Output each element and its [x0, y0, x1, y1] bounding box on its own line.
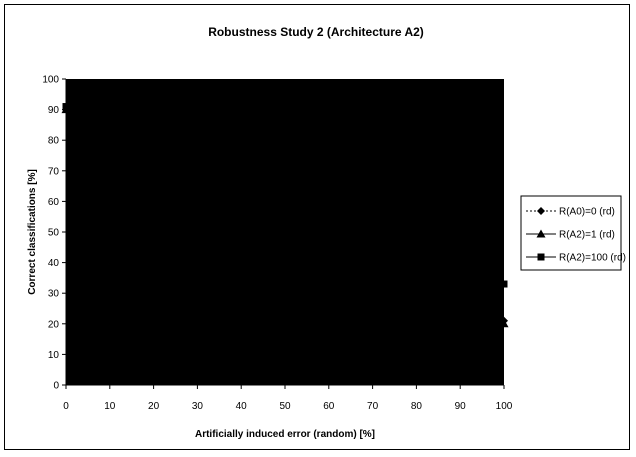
x-tick-label: 30: [192, 401, 204, 412]
legend-entry: R(A2)=100 (rd): [526, 253, 626, 264]
y-axis-title: Correct classifications [%]: [27, 169, 38, 295]
y-tick-label: 80: [48, 136, 60, 147]
x-tick-label: 10: [104, 401, 116, 412]
x-tick-label: 40: [236, 401, 248, 412]
legend-entry: R(A0)=0 (rd): [526, 207, 615, 218]
x-tick-label: 0: [63, 401, 69, 412]
legend-label: R(A0)=0 (rd): [559, 207, 615, 218]
data-point-square: [500, 280, 508, 288]
y-tick-label: 10: [48, 350, 60, 361]
y-tick-label: 40: [48, 258, 60, 269]
y-tick-label: 70: [48, 166, 60, 177]
x-axis-title: Artificially induced error (random) [%]: [195, 429, 375, 440]
data-point-square: [62, 103, 70, 111]
series-layer: [61, 103, 509, 328]
legend-entry: R(A2)=1 (rd): [526, 229, 615, 241]
y-tick-label: 50: [48, 228, 60, 239]
x-tick-label: 100: [496, 401, 513, 412]
x-tick-label: 50: [279, 401, 291, 412]
x-tick-label: 60: [323, 401, 335, 412]
chart-title: Robustness Study 2 (Architecture A2): [208, 25, 424, 39]
legend-marker-diamond: [537, 207, 545, 215]
legend-label: R(A2)=1 (rd): [559, 230, 615, 241]
legend-label: R(A2)=100 (rd): [559, 253, 626, 264]
y-axis: 0 10 20 30 40 50 60 70 80 90 100: [42, 75, 67, 392]
x-tick-label: 80: [411, 401, 423, 412]
y-tick-label: 0: [53, 381, 59, 392]
x-tick-label: 90: [455, 401, 467, 412]
y-tick-label: 30: [48, 289, 60, 300]
y-tick-label: 100: [42, 75, 59, 86]
plot-area: [66, 79, 504, 385]
series-square: [62, 103, 508, 288]
y-tick-label: 60: [48, 197, 60, 208]
series-line: [65, 106, 505, 285]
legend-marker-square: [537, 253, 545, 261]
legend: R(A0)=0 (rd) R(A2)=1 (rd) R(A2)=100 (rd): [520, 195, 626, 271]
x-tick-label: 70: [367, 401, 379, 412]
series-line: [65, 109, 505, 325]
data-point-triangle: [499, 319, 509, 328]
y-tick-label: 20: [48, 319, 60, 330]
y-tick-label: 90: [48, 105, 60, 116]
legend-marker-triangle: [536, 229, 546, 238]
x-tick-label: 20: [148, 401, 160, 412]
x-axis: 0 10 20 30 40 50 60 70 80 90 100: [63, 384, 513, 412]
